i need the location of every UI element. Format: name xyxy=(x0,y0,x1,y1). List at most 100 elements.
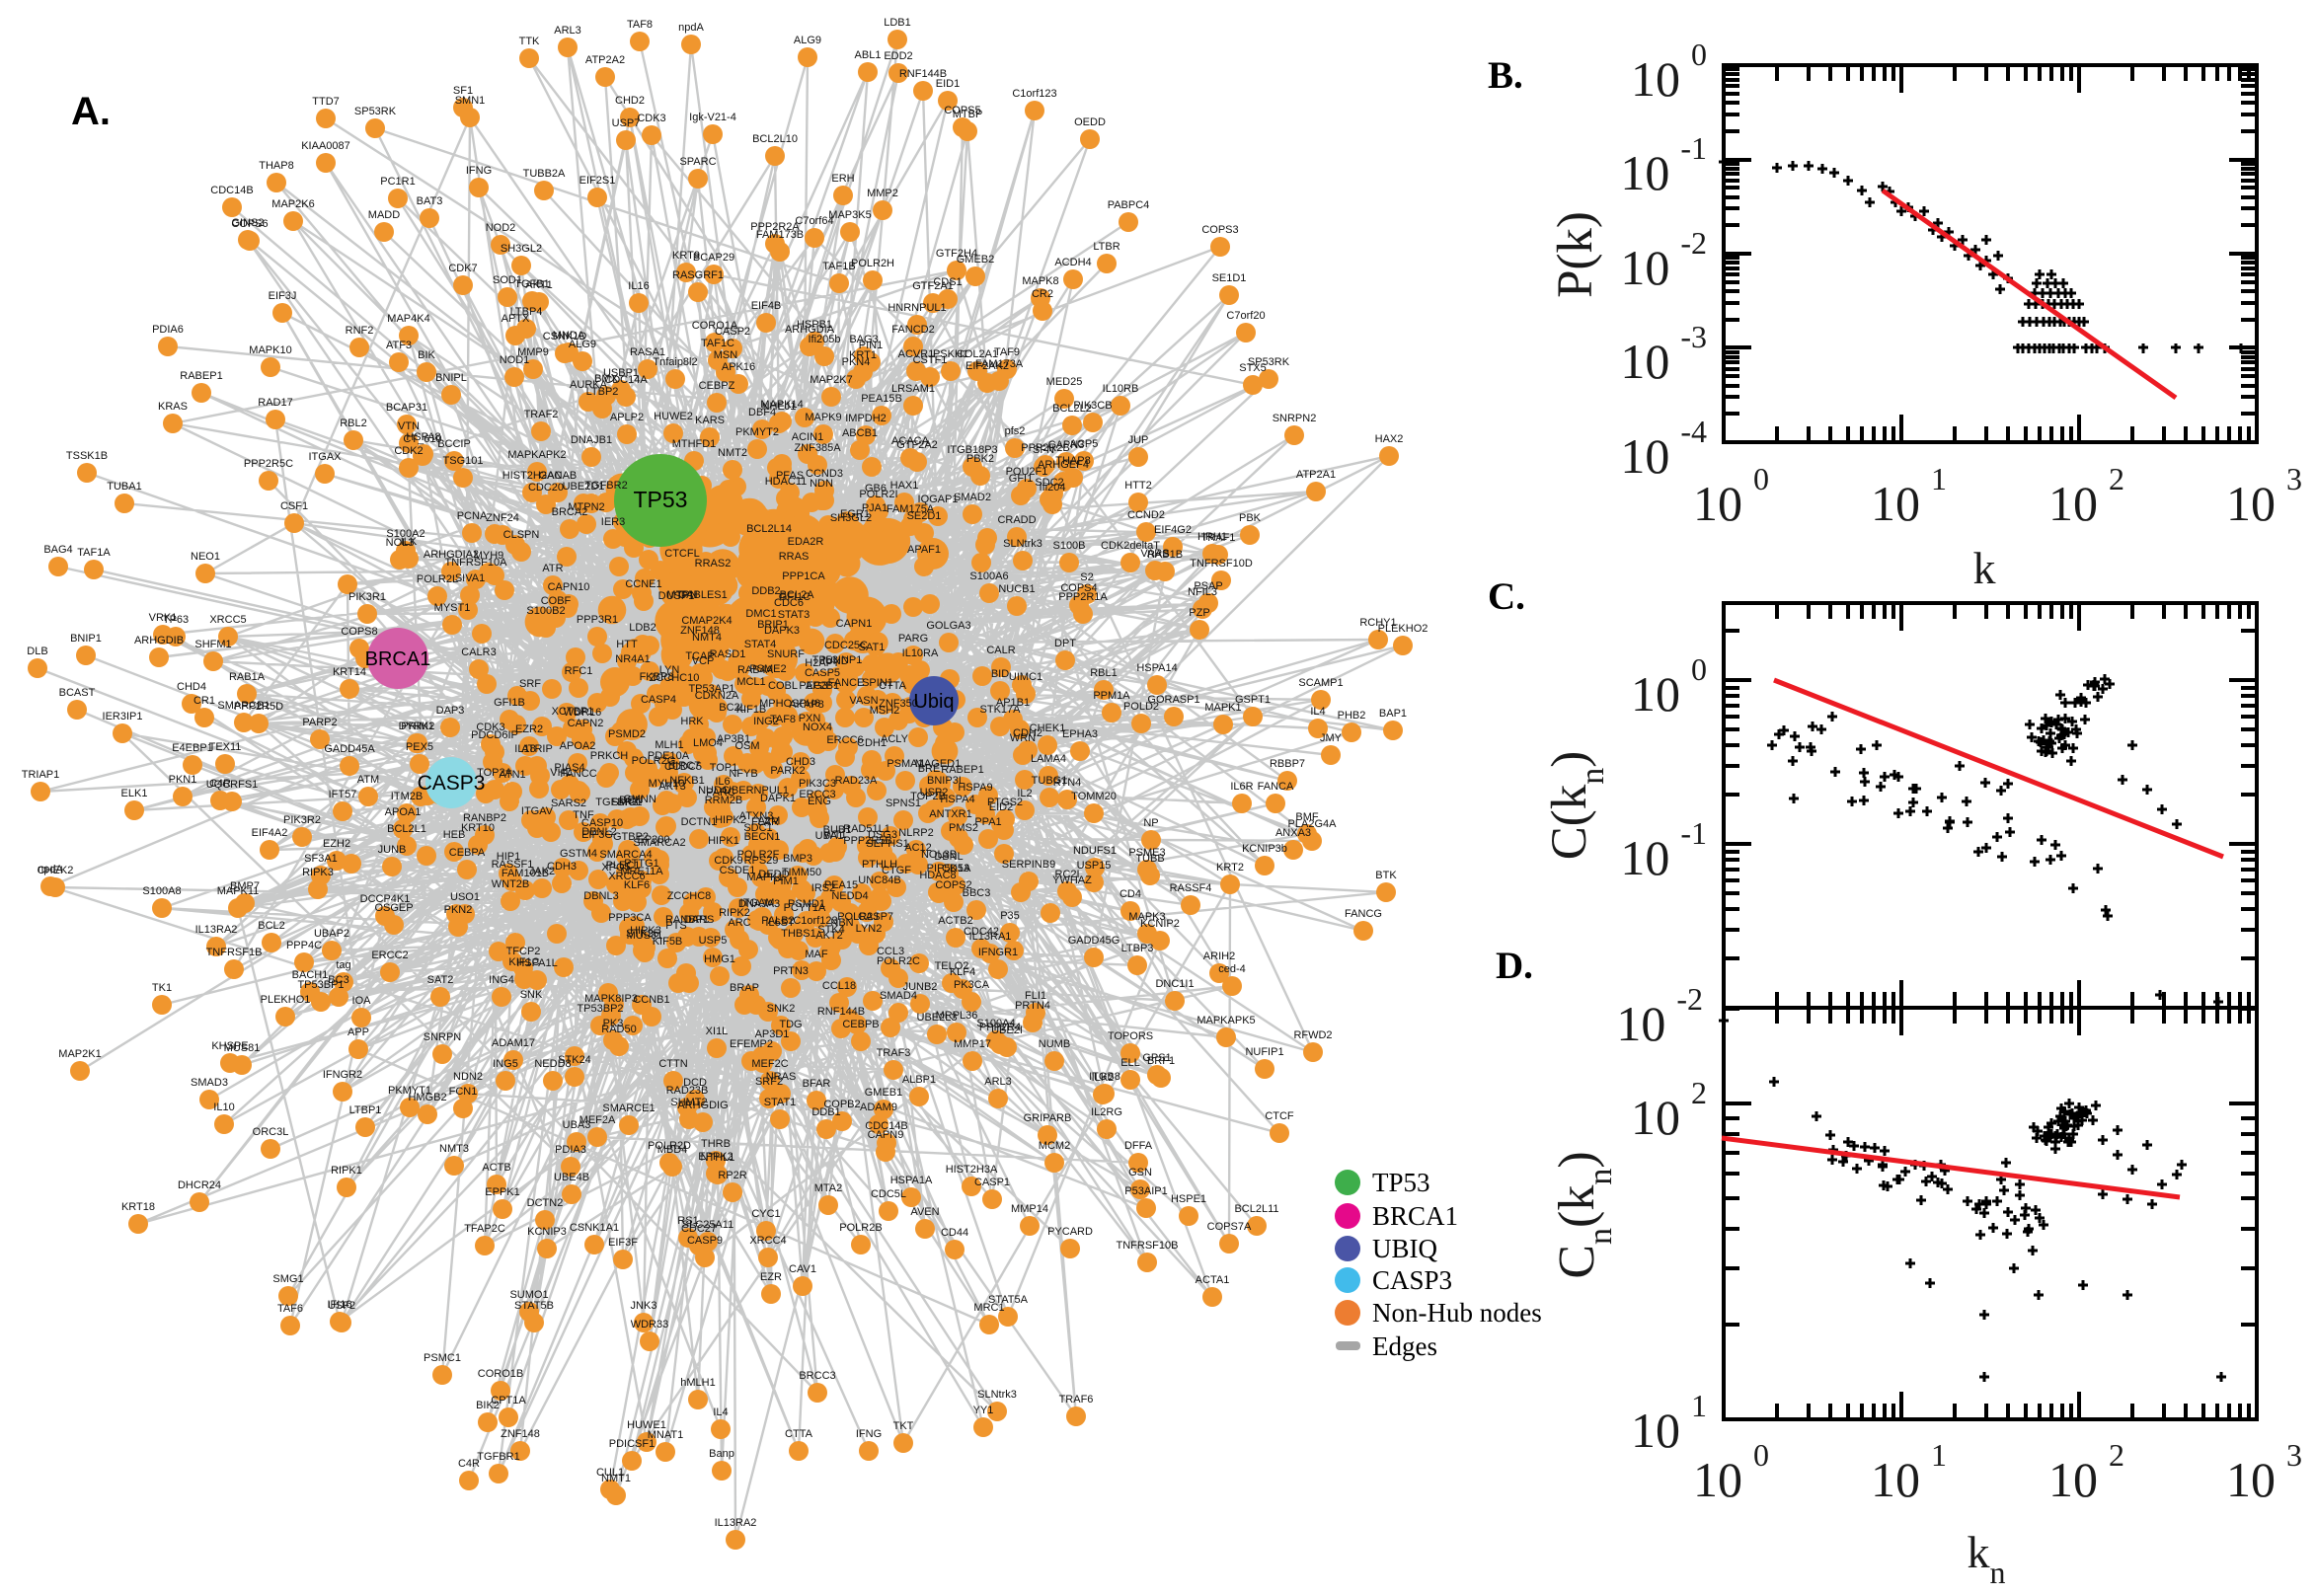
svg-text:PLA2G4A: PLA2G4A xyxy=(1288,818,1338,830)
svg-text:RASA1: RASA1 xyxy=(630,346,665,358)
svg-text:NMT2: NMT2 xyxy=(718,447,747,459)
svg-text:TEX11: TEX11 xyxy=(209,741,242,753)
svg-text:RPS29: RPS29 xyxy=(744,855,779,867)
svg-text:MAPK8IP3: MAPK8IP3 xyxy=(584,993,638,1005)
svg-text:MYH10: MYH10 xyxy=(649,778,685,790)
svg-text:ATF3: ATF3 xyxy=(386,340,412,351)
svg-text:D.: D. xyxy=(1496,945,1533,987)
svg-text:DPT: DPT xyxy=(1054,638,1076,649)
svg-text:IFNGR1: IFNGR1 xyxy=(978,947,1018,958)
svg-text:CR2: CR2 xyxy=(1032,288,1053,300)
svg-text:UBE2L3: UBE2L3 xyxy=(917,1012,958,1024)
svg-text:APP: APP xyxy=(347,1026,369,1038)
svg-text:ARC: ARC xyxy=(728,917,750,929)
svg-text:SEPHS1: SEPHS1 xyxy=(866,838,908,850)
svg-text:EZR: EZR xyxy=(760,1271,782,1283)
svg-text:ATR: ATR xyxy=(542,563,563,574)
svg-text:PTS: PTS xyxy=(665,920,686,932)
svg-text:PSAP: PSAP xyxy=(1194,580,1222,592)
svg-text:TSSK1B: TSSK1B xyxy=(66,450,108,462)
svg-text:KCNIP3: KCNIP3 xyxy=(527,1226,567,1238)
svg-text:USP5: USP5 xyxy=(699,935,728,947)
svg-text:IFNG: IFNG xyxy=(466,165,492,177)
svg-text:JNK3: JNK3 xyxy=(631,1300,657,1312)
svg-text:BIK2: BIK2 xyxy=(476,1400,500,1411)
svg-text:ARL3: ARL3 xyxy=(984,1076,1012,1088)
svg-text:PPP2R2A: PPP2R2A xyxy=(750,221,800,233)
svg-text:ENG: ENG xyxy=(808,796,831,807)
svg-text:IFNGR2: IFNGR2 xyxy=(323,1069,362,1081)
svg-text:ZNF385A: ZNF385A xyxy=(794,442,841,454)
svg-text:IER3IP1: IER3IP1 xyxy=(103,711,143,722)
svg-text:UBERNPUL1: UBERNPUL1 xyxy=(724,785,789,797)
svg-text:APAF1: APAF1 xyxy=(907,544,941,556)
svg-text:MAP2K1: MAP2K1 xyxy=(58,1048,101,1060)
svg-text:MAPKAPK5: MAPKAPK5 xyxy=(1197,1015,1255,1026)
svg-text:ING5: ING5 xyxy=(493,1058,518,1070)
svg-text:CHD4: CHD4 xyxy=(177,681,206,693)
svg-text:RNF144B: RNF144B xyxy=(899,68,947,80)
svg-text:THRB: THRB xyxy=(701,1138,731,1150)
svg-text:RAD23A: RAD23A xyxy=(835,775,878,787)
svg-text:LTBP3: LTBP3 xyxy=(1121,943,1154,954)
svg-text:FANCE: FANCE xyxy=(828,677,865,689)
svg-text:ARHGDIG: ARHGDIG xyxy=(677,1100,728,1111)
svg-text:BFAR: BFAR xyxy=(803,1078,831,1090)
svg-text:ERCC2: ERCC2 xyxy=(371,950,408,961)
svg-text:PLEKHO1: PLEKHO1 xyxy=(261,994,311,1006)
svg-text:MAPK8: MAPK8 xyxy=(1022,275,1058,287)
svg-text:PDICSF1: PDICSF1 xyxy=(609,1438,655,1450)
svg-text:MSH2: MSH2 xyxy=(870,705,900,717)
svg-text:MTPN: MTPN xyxy=(666,589,697,601)
svg-text:GSTM4: GSTM4 xyxy=(560,848,597,860)
svg-text:IL10: IL10 xyxy=(213,1102,234,1113)
svg-text:HTT: HTT xyxy=(616,639,638,650)
svg-text:Ubiq: Ubiq xyxy=(913,691,954,713)
svg-text:SPNS1: SPNS1 xyxy=(886,798,921,809)
svg-text:SCAMP1: SCAMP1 xyxy=(1298,677,1343,689)
svg-text:MCL1: MCL1 xyxy=(736,676,765,688)
svg-text:EPPK2: EPPK2 xyxy=(698,1151,733,1163)
svg-text:DARS: DARS xyxy=(684,914,715,926)
svg-text:TP53BP2: TP53BP2 xyxy=(577,1003,623,1015)
svg-text:MLH1: MLH1 xyxy=(655,739,683,751)
svg-text:PIN1: PIN1 xyxy=(859,340,883,351)
svg-text:SLNtrk3: SLNtrk3 xyxy=(1003,538,1042,550)
svg-text:S100A2: S100A2 xyxy=(386,528,425,540)
svg-text:IQGAP1: IQGAP1 xyxy=(918,494,959,505)
svg-text:S100B2: S100B2 xyxy=(526,605,565,617)
svg-text:PSME2: PSME2 xyxy=(749,663,786,675)
svg-text:H2AFY: H2AFY xyxy=(805,657,840,669)
svg-text:P(k): P(k) xyxy=(1548,211,1603,298)
svg-text:MTBP: MTBP xyxy=(953,109,983,120)
svg-text:KIAA0087: KIAA0087 xyxy=(301,140,350,152)
svg-text:ATP2A1: ATP2A1 xyxy=(1296,469,1336,481)
svg-text:HRH1: HRH1 xyxy=(1197,531,1227,543)
svg-text:GFI1C: GFI1C xyxy=(779,591,811,603)
svg-text:KIF1B: KIF1B xyxy=(736,704,767,716)
svg-text:PIP5K1A: PIP5K1A xyxy=(927,863,971,874)
svg-text:CALR3: CALR3 xyxy=(461,646,496,658)
svg-text:P35: P35 xyxy=(1000,910,1020,922)
svg-text:NMT4: NMT4 xyxy=(692,632,722,644)
svg-text:PCNA: PCNA xyxy=(457,510,488,522)
svg-text:PRIM1: PRIM1 xyxy=(401,721,434,732)
svg-text:ARIH2: ARIH2 xyxy=(1203,950,1235,962)
svg-text:TRAF2: TRAF2 xyxy=(524,409,559,420)
svg-text:NDUFS1: NDUFS1 xyxy=(1073,845,1117,857)
svg-text:PPP3CA: PPP3CA xyxy=(608,912,652,924)
svg-text:ATRIP: ATRIP xyxy=(521,743,553,755)
svg-text:Igk-V21-4: Igk-V21-4 xyxy=(689,112,736,123)
svg-text:NLRP2: NLRP2 xyxy=(898,827,933,839)
svg-text:EIF3J: EIF3J xyxy=(269,290,297,302)
svg-text:VASN: VASN xyxy=(849,695,878,707)
svg-text:UBA3: UBA3 xyxy=(563,1119,591,1131)
svg-text:BIRC7: BIRC7 xyxy=(668,760,700,772)
svg-text:CD4: CD4 xyxy=(1119,888,1141,900)
svg-text:pfs2: pfs2 xyxy=(1005,425,1026,437)
svg-text:LDB2: LDB2 xyxy=(629,622,656,634)
svg-text:BRCA1: BRCA1 xyxy=(365,648,431,670)
svg-text:SLC25A11: SLC25A11 xyxy=(682,1219,733,1231)
svg-text:EIF4G2: EIF4G2 xyxy=(1154,524,1192,536)
svg-text:PIK3R1: PIK3R1 xyxy=(348,591,386,603)
